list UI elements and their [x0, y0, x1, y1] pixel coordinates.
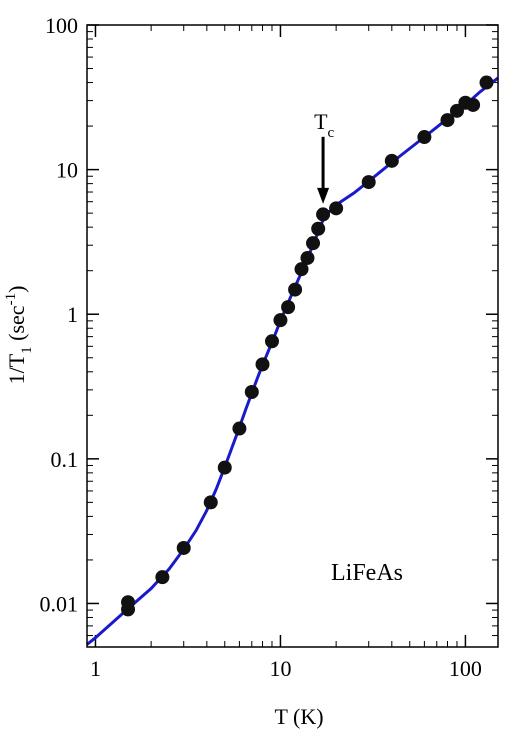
y-tick-label: 0.1 — [51, 447, 79, 472]
data-point — [306, 236, 321, 251]
sample-label: LiFeAs — [331, 560, 403, 586]
data-point — [244, 384, 259, 399]
data-point — [217, 460, 232, 475]
x-axis-label: T (K) — [274, 704, 323, 729]
data-point — [281, 300, 296, 315]
data-point — [466, 97, 481, 112]
y-label-unit: (sec — [4, 305, 29, 346]
data-point — [311, 221, 326, 236]
data-point — [288, 282, 303, 297]
y-label-main: 1/T — [4, 353, 29, 384]
tc-annotation-label: Tc — [314, 109, 334, 141]
y-tick-label: 0.01 — [40, 591, 79, 616]
data-point — [316, 207, 331, 222]
tc-main: T — [314, 109, 328, 134]
data-point — [361, 175, 376, 190]
y-tick-label: 1 — [67, 302, 78, 327]
y-label-subscript: 1 — [19, 346, 35, 354]
y-tick-labels: 0.01 0.1 1 10 100 — [40, 13, 79, 616]
data-point — [300, 250, 315, 265]
data-point — [264, 334, 279, 349]
tc-arrow-head — [317, 187, 330, 204]
plot-content — [86, 75, 499, 646]
y-tick-label: 100 — [45, 13, 78, 38]
minor-ticks — [87, 25, 498, 647]
data-point — [329, 201, 344, 216]
y-axis-label: 1/T1 (sec-1) — [3, 286, 35, 385]
data-point — [155, 570, 170, 585]
data-point — [121, 602, 136, 617]
data-point — [294, 262, 309, 277]
plot-frame — [86, 24, 499, 648]
data-point — [273, 313, 288, 328]
data-point — [203, 495, 218, 510]
x-tick-label: 100 — [449, 656, 482, 681]
data-point — [440, 113, 455, 128]
x-tick-label: 1 — [90, 656, 101, 681]
tc-subscript: c — [328, 125, 335, 141]
y-label-unit-sup: -1 — [3, 293, 19, 306]
data-point — [479, 75, 494, 90]
data-point — [417, 130, 432, 145]
data-point — [176, 540, 191, 555]
x-tick-labels: 1 10 100 — [90, 656, 482, 681]
y-label-unit-close: ) — [4, 286, 29, 293]
data-point — [255, 357, 270, 372]
x-tick-label: 10 — [269, 656, 291, 681]
data-point — [384, 153, 399, 168]
y-tick-label: 10 — [56, 158, 78, 183]
data-points — [121, 75, 494, 617]
data-point — [232, 421, 247, 436]
